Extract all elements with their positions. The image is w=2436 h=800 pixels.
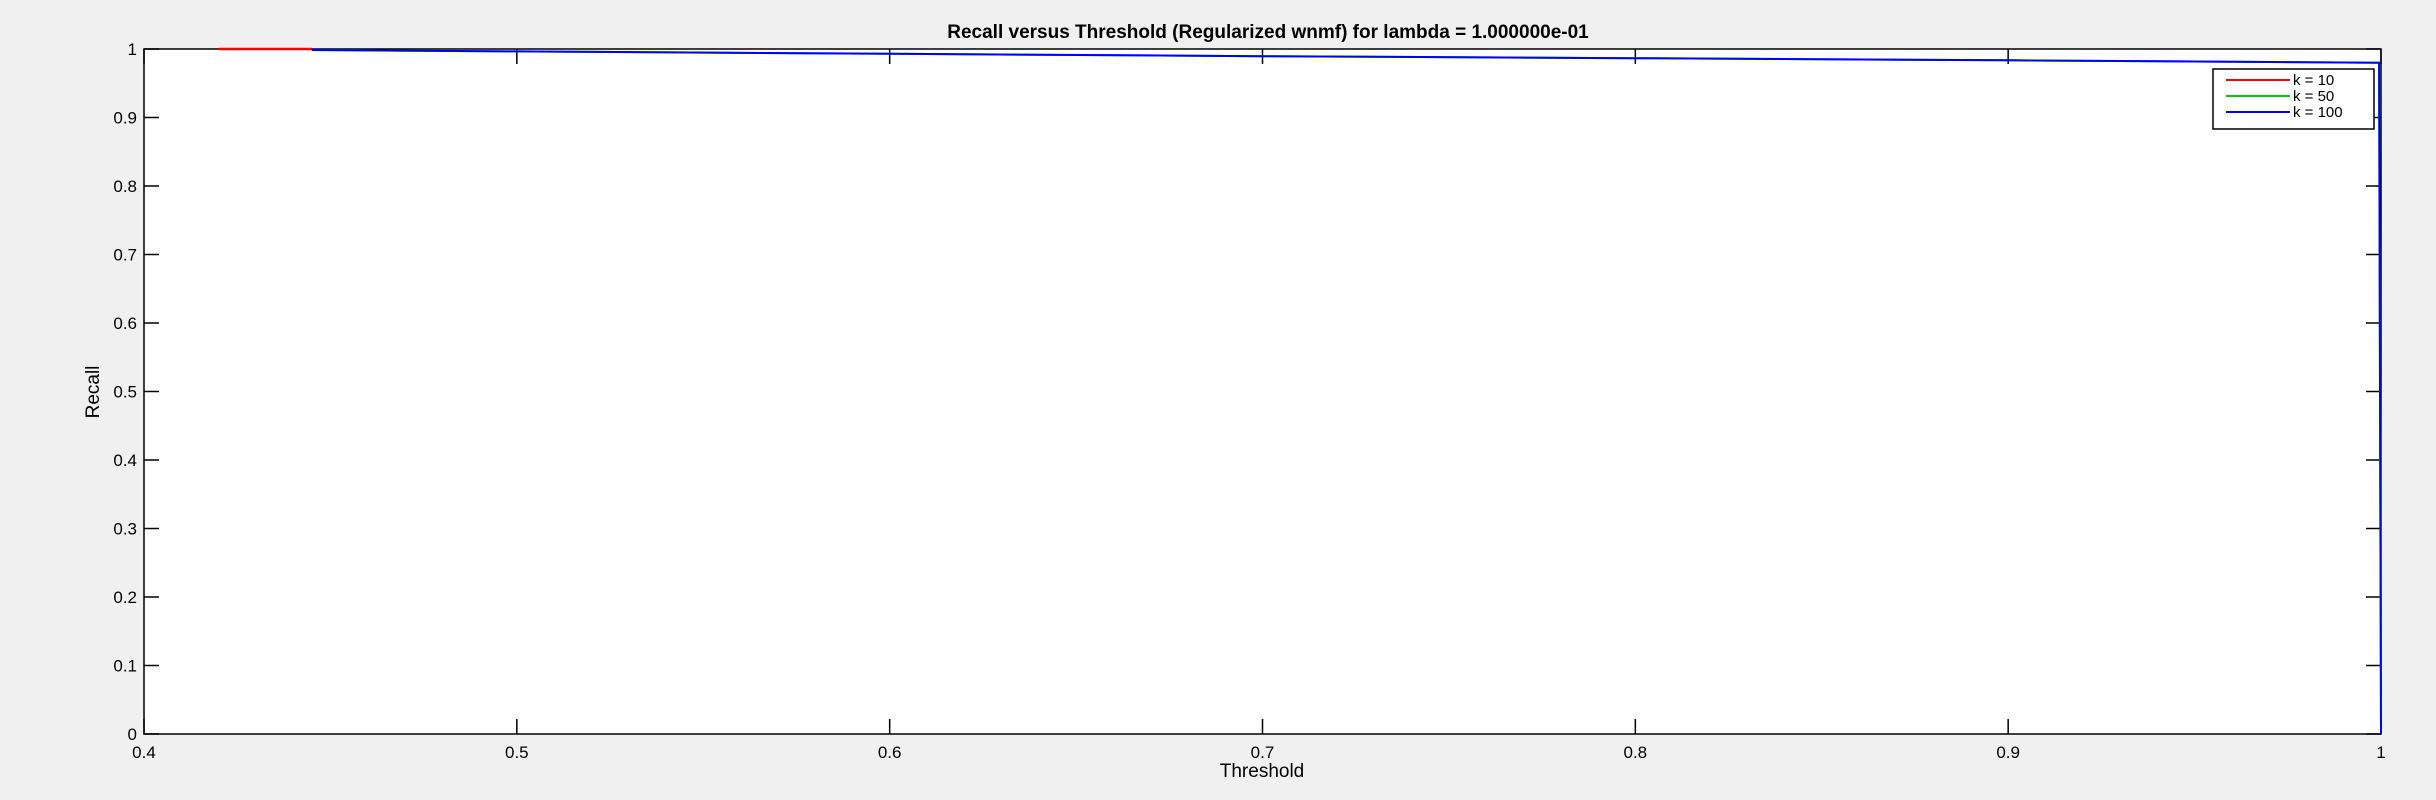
y-tick-label: 0.3 [113,520,137,539]
y-tick-label: 0.4 [113,451,137,470]
x-tick-label: 0.6 [878,743,902,762]
y-tick-label: 0.6 [113,314,137,333]
y-tick-label: 0.1 [113,657,137,676]
x-tick-label: 0.8 [1624,743,1648,762]
y-tick-label: 0.8 [113,177,137,196]
chart-title: Recall versus Threshold (Regularized wnm… [947,22,1589,43]
x-tick-label: 1 [2376,743,2385,762]
legend-label-3: k = 100 [2293,104,2343,121]
x-tick-label: 0.5 [505,743,529,762]
axis-tick-labels: 0.4 0.5 0.6 0.7 0.8 0.9 1 0 0.1 0.2 0.3 0.4 0.5 0.6 0.… [113,40,2385,762]
x-tick-label: 0.4 [132,743,156,762]
legend-label-1: k = 10 [2293,72,2334,89]
x-axis-label: Threshold [1220,761,1305,782]
chart-legend: k = 10k = 50k = 100 [2212,68,2375,130]
series-lines [218,47,2382,735]
y-tick-label: 1 [128,40,137,59]
y-tick-label: 0.7 [113,246,137,265]
x-tick-label: 0.9 [1996,743,2020,762]
y-tick-label: 0.5 [113,383,137,402]
x-tick-label: 0.7 [1251,743,1275,762]
series-line-3 [311,49,2382,735]
plot-area [143,48,2382,735]
y-axis-label: Recall [83,366,104,419]
y-tick-label: 0 [128,725,137,744]
legend-label-2: k = 50 [2293,88,2334,105]
legend-entries: k = 10k = 50k = 100 [2226,72,2343,121]
y-tick-label: 0.2 [113,588,137,607]
y-tick-label: 0.9 [113,109,137,128]
